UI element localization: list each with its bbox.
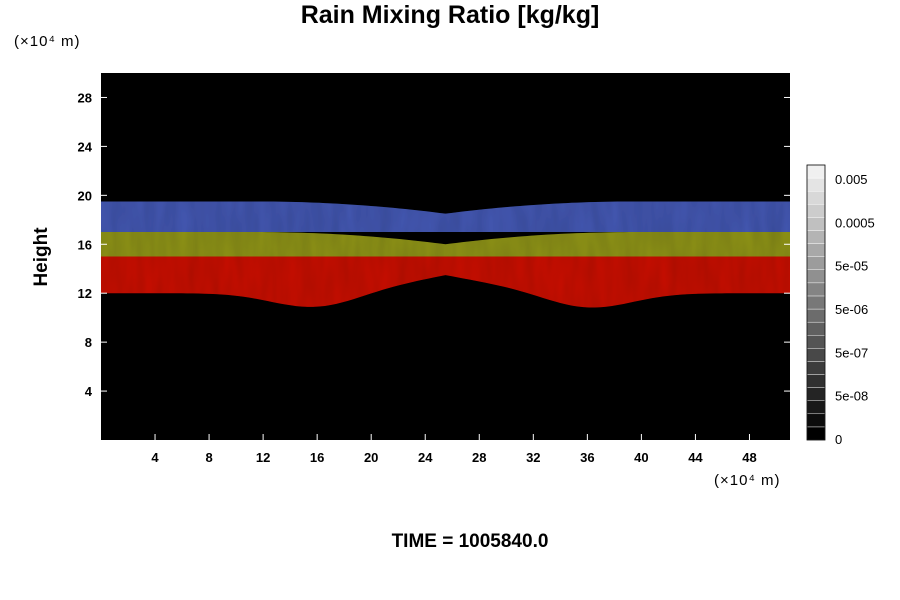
x-tick-label: 40: [634, 450, 648, 465]
colorbar-cell: [806, 295, 826, 310]
x-tick-label: 36: [580, 450, 594, 465]
x-tick-label: 44: [688, 450, 703, 465]
field-band-0: [101, 201, 790, 233]
colorbar-cell: [806, 164, 826, 179]
colorbar-cell: [806, 361, 826, 375]
y-tick-label: 12: [78, 286, 92, 301]
colorbar-cell: [806, 387, 826, 401]
y-tick-label: 4: [85, 384, 93, 399]
colorbar-cell: [806, 374, 826, 388]
x-tick-label: 8: [205, 450, 212, 465]
colorbar-frame: [806, 164, 826, 441]
x-tick-label: 16: [310, 450, 324, 465]
colorbar-cell: [806, 243, 826, 257]
x-tick-label: 20: [364, 450, 378, 465]
chart-title: Rain Mixing Ratio [kg/kg]: [300, 1, 600, 29]
field-band-1: [101, 232, 790, 257]
colorbar-cell: [806, 256, 826, 270]
x-tick-label: 12: [256, 450, 270, 465]
colorbar-cell: [806, 217, 826, 231]
colorbar-label: 0: [835, 432, 842, 447]
x-tick-label: 4: [151, 450, 159, 465]
colorbar-cell: [806, 308, 826, 323]
colorbar-label: 5e-06: [835, 302, 868, 317]
y-unit-label: (×10⁴ m): [14, 33, 81, 50]
x-tick-label: 32: [526, 450, 540, 465]
colorbar-cell: [806, 400, 826, 415]
colorbar-cell: [806, 335, 826, 349]
colorbar-cell: [806, 348, 826, 362]
y-tick-label: 16: [78, 237, 92, 252]
colorbar-cell: [806, 269, 826, 284]
colorbar-label: 0.0005: [835, 215, 875, 230]
y-tick-label: 8: [85, 335, 92, 350]
x-tick-label: 24: [418, 450, 433, 465]
y-tick-label: 24: [78, 139, 93, 154]
field-band-2: [101, 256, 790, 308]
colorbar-cell: [806, 413, 826, 428]
colorbar-label: 0.005: [835, 172, 868, 187]
x-tick-label: 28: [472, 450, 486, 465]
colorbar-label: 5e-08: [835, 389, 868, 404]
y-tick-label: 28: [78, 90, 92, 105]
colorbar-cell: [806, 321, 826, 336]
colorbar-cell: [806, 204, 826, 218]
x-tick-label: 48: [742, 450, 756, 465]
colorbar-cell: [806, 426, 826, 441]
time-label: TIME = 1005840.0: [391, 531, 549, 552]
colorbar: 0.005 0.0005 5e-05 5e-06 5e-07 5e-08 0: [806, 164, 875, 447]
x-unit-label: (×10⁴ m): [714, 472, 781, 489]
colorbar-label: 5e-07: [835, 345, 868, 360]
colorbar-label: 5e-05: [835, 259, 868, 274]
colorbar-cell: [806, 282, 826, 297]
colorbar-cell: [806, 190, 826, 205]
y-tick-label: 20: [78, 188, 92, 203]
colorbar-cell: [806, 177, 826, 192]
colorbar-cell: [806, 230, 826, 244]
